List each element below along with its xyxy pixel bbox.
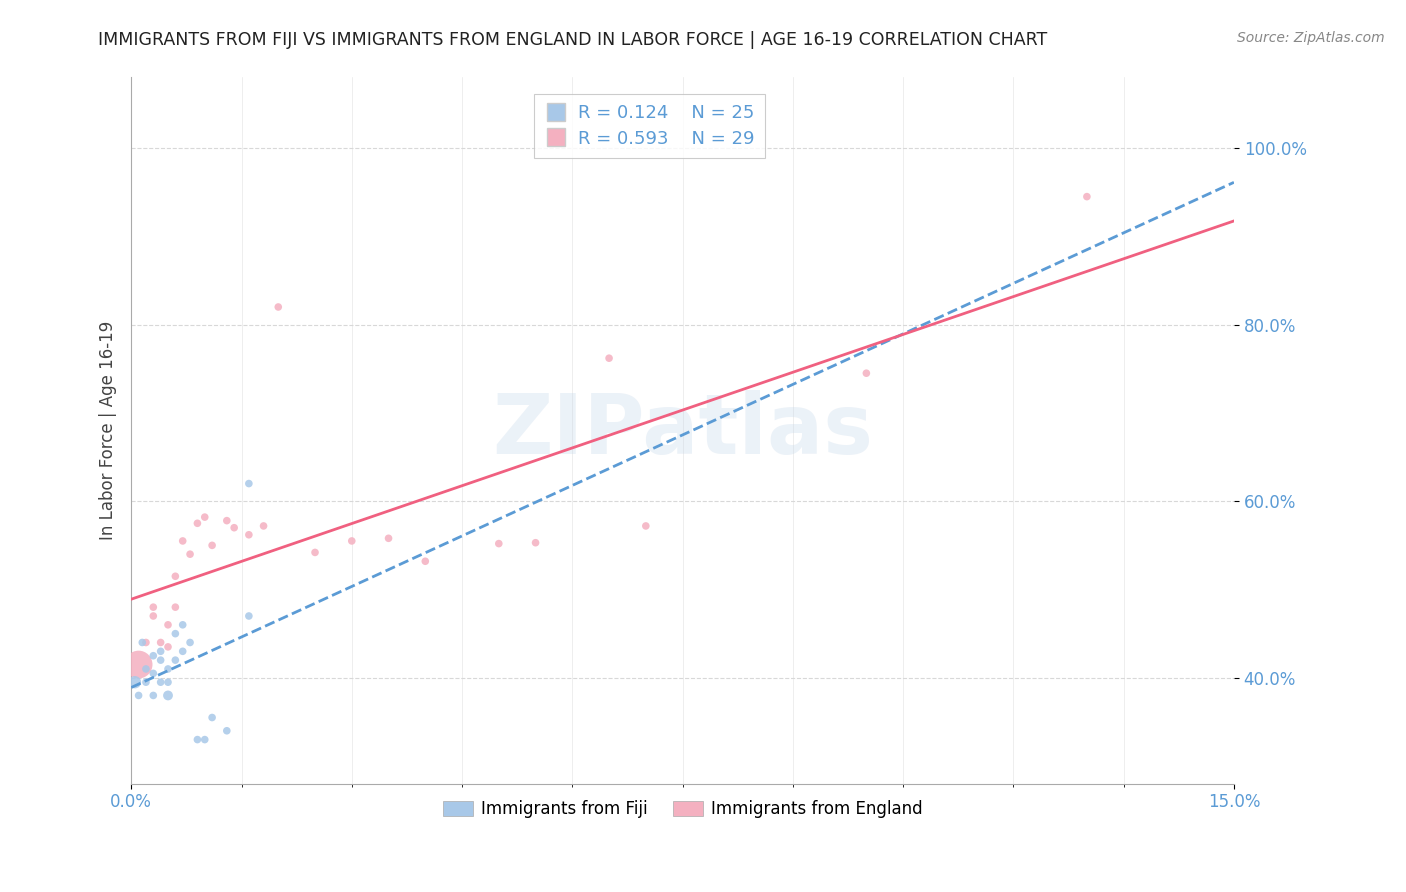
Point xyxy=(238,528,260,542)
Text: ZIPatlas: ZIPatlas xyxy=(492,390,873,471)
Point xyxy=(855,366,877,380)
Point xyxy=(131,635,153,649)
Point xyxy=(186,516,208,531)
Point xyxy=(598,351,620,366)
Point xyxy=(201,538,224,552)
Point xyxy=(165,653,187,667)
Point xyxy=(194,732,217,747)
Point xyxy=(179,547,201,561)
Point xyxy=(179,635,201,649)
Point xyxy=(156,640,179,654)
Point xyxy=(128,689,150,703)
Point xyxy=(135,635,157,649)
Point xyxy=(215,514,238,528)
Point xyxy=(267,300,290,314)
Point xyxy=(165,600,187,615)
Point xyxy=(238,609,260,624)
Point xyxy=(304,545,326,559)
Point xyxy=(172,644,194,658)
Point xyxy=(524,535,547,549)
Point xyxy=(1076,189,1098,203)
Point xyxy=(142,600,165,615)
Point xyxy=(142,666,165,681)
Point xyxy=(634,519,657,533)
Point xyxy=(165,626,187,640)
Point xyxy=(156,675,179,690)
Point xyxy=(156,617,179,632)
Point xyxy=(194,510,217,524)
Point xyxy=(215,723,238,738)
Point xyxy=(201,710,224,724)
Point xyxy=(172,617,194,632)
Point xyxy=(186,732,208,747)
Point xyxy=(156,662,179,676)
Point xyxy=(124,675,146,690)
Point xyxy=(224,521,246,535)
Point xyxy=(135,662,157,676)
Point xyxy=(488,536,510,550)
Point xyxy=(377,531,399,545)
Point xyxy=(142,648,165,663)
Point xyxy=(340,533,363,548)
Y-axis label: In Labor Force | Age 16-19: In Labor Force | Age 16-19 xyxy=(100,321,117,541)
Text: IMMIGRANTS FROM FIJI VS IMMIGRANTS FROM ENGLAND IN LABOR FORCE | AGE 16-19 CORRE: IMMIGRANTS FROM FIJI VS IMMIGRANTS FROM … xyxy=(98,31,1047,49)
Point xyxy=(165,569,187,583)
Point xyxy=(149,675,172,690)
Point xyxy=(149,635,172,649)
Text: Source: ZipAtlas.com: Source: ZipAtlas.com xyxy=(1237,31,1385,45)
Point xyxy=(149,653,172,667)
Point xyxy=(142,609,165,624)
Point xyxy=(135,675,157,690)
Point xyxy=(238,476,260,491)
Point xyxy=(128,657,150,672)
Point xyxy=(172,533,194,548)
Point xyxy=(413,554,436,568)
Legend: Immigrants from Fiji, Immigrants from England: Immigrants from Fiji, Immigrants from En… xyxy=(436,794,929,825)
Point xyxy=(252,519,274,533)
Point xyxy=(142,689,165,703)
Point xyxy=(156,689,179,703)
Point xyxy=(149,644,172,658)
